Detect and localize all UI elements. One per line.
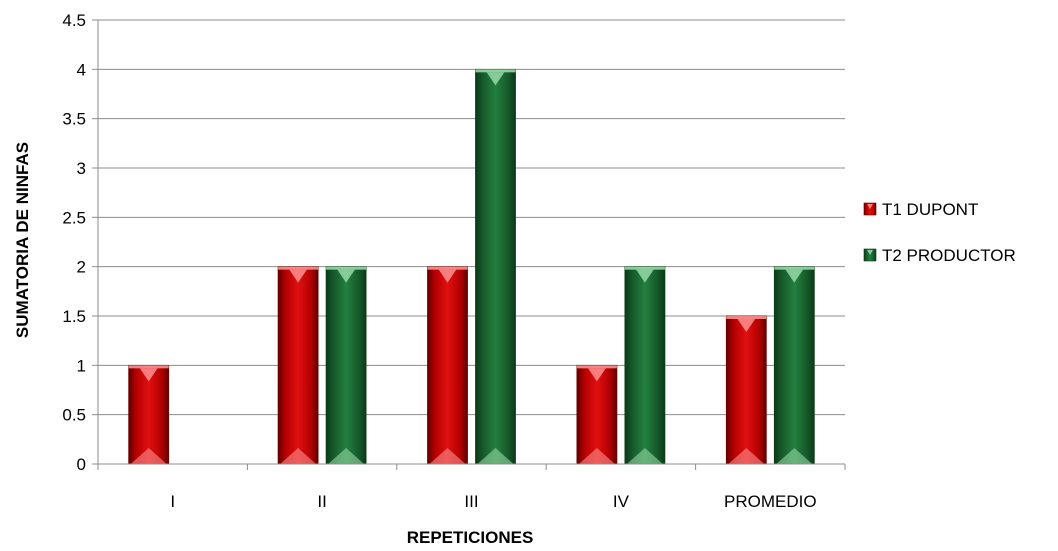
bar-bottom-bevel <box>776 448 813 464</box>
bar-top-bevel <box>588 368 606 382</box>
bar-top-bevel <box>737 319 756 332</box>
bar-bottom-bevel <box>280 448 317 464</box>
y-tick-label: 2.5 <box>62 208 86 227</box>
bar-body <box>128 364 170 465</box>
bar-top-bevel <box>438 269 457 283</box>
bar-body <box>773 266 815 465</box>
y-tick-label: 1 <box>77 356 86 375</box>
bar-top-edge <box>624 266 665 270</box>
x-tick-label: III <box>464 492 478 511</box>
bar-t1-dupont-ii <box>277 266 319 465</box>
bar-t2-productor-promedio <box>773 266 815 465</box>
y-tick-label: 0.5 <box>62 406 86 425</box>
bar-body <box>475 68 516 465</box>
bar-bottom-bevel <box>477 448 514 464</box>
y-tick-label: 2 <box>77 258 86 277</box>
bar-top-edge <box>278 266 319 270</box>
bar-t2-productor-ii <box>325 266 367 465</box>
legend-swatch-bevel <box>867 250 873 255</box>
y-tick-label: 3 <box>77 159 86 178</box>
y-tick-label: 3.5 <box>62 110 86 129</box>
gridlines <box>92 19 845 465</box>
bar-t1-dupont-i <box>128 364 170 465</box>
bar-t2-productor-iv <box>624 266 666 465</box>
y-tick-label: 4 <box>77 60 86 79</box>
bar-top-edge <box>774 266 815 270</box>
bar-body <box>576 364 618 465</box>
bar-top-bevel <box>785 269 804 283</box>
bar-body <box>725 315 767 465</box>
x-axis-title: REPETICIONES <box>407 528 534 547</box>
bar-top-bevel <box>486 72 505 86</box>
bar-top-edge <box>576 365 617 369</box>
bar-t2-productor-iii <box>475 68 516 465</box>
bar-top-edge <box>726 316 767 319</box>
bar-bottom-bevel <box>578 448 615 464</box>
bar-bottom-bevel <box>328 448 365 464</box>
bar-t1-dupont-promedio <box>725 315 767 465</box>
bar-t1-dupont-iii <box>427 266 468 465</box>
y-axis-ticks: 0 0.5 1 1.5 2 2.5 3 3.5 4 4.5 <box>62 11 86 474</box>
x-tick-label: I <box>170 492 175 511</box>
x-tick-label: II <box>317 492 326 511</box>
bar-top-edge <box>427 266 468 270</box>
legend-item: T1 DUPONT <box>863 200 978 219</box>
legend-label: T2 PRODUCTOR <box>882 246 1016 265</box>
legend: T1 DUPONT T2 PRODUCTOR <box>863 200 1016 265</box>
legend-label: T1 DUPONT <box>882 200 978 219</box>
bar-bottom-bevel <box>626 448 663 464</box>
y-axis-title: SUMATORIA DE NINFAS <box>13 142 32 338</box>
bar-body <box>427 266 468 465</box>
bar-bottom-bevel <box>429 448 466 464</box>
bar-top-edge <box>326 266 367 270</box>
bar-top-edge <box>128 365 169 369</box>
y-tick-label: 1.5 <box>62 307 86 326</box>
bar-t1-dupont-iv <box>576 364 618 465</box>
bars <box>128 68 815 465</box>
bar-top-bevel <box>636 269 654 283</box>
bar-body <box>325 266 367 465</box>
bar-body <box>624 266 666 465</box>
x-tick-label: IV <box>613 492 630 511</box>
y-tick-label: 4.5 <box>62 11 86 30</box>
bar-body <box>277 266 319 465</box>
legend-swatch-bevel <box>867 204 873 209</box>
bar-top-bevel <box>139 368 158 382</box>
bar-top-bevel <box>289 269 307 283</box>
legend-item: T2 PRODUCTOR <box>863 246 1016 265</box>
y-tick-label: 0 <box>77 455 86 474</box>
bar-bottom-bevel <box>130 448 167 464</box>
x-tick-label: PROMEDIO <box>724 492 817 511</box>
bar-top-edge <box>475 69 516 73</box>
bar-top-bevel <box>337 269 355 283</box>
bar-bottom-bevel <box>728 448 765 464</box>
x-axis-ticks: I II III IV PROMEDIO <box>97 463 846 511</box>
